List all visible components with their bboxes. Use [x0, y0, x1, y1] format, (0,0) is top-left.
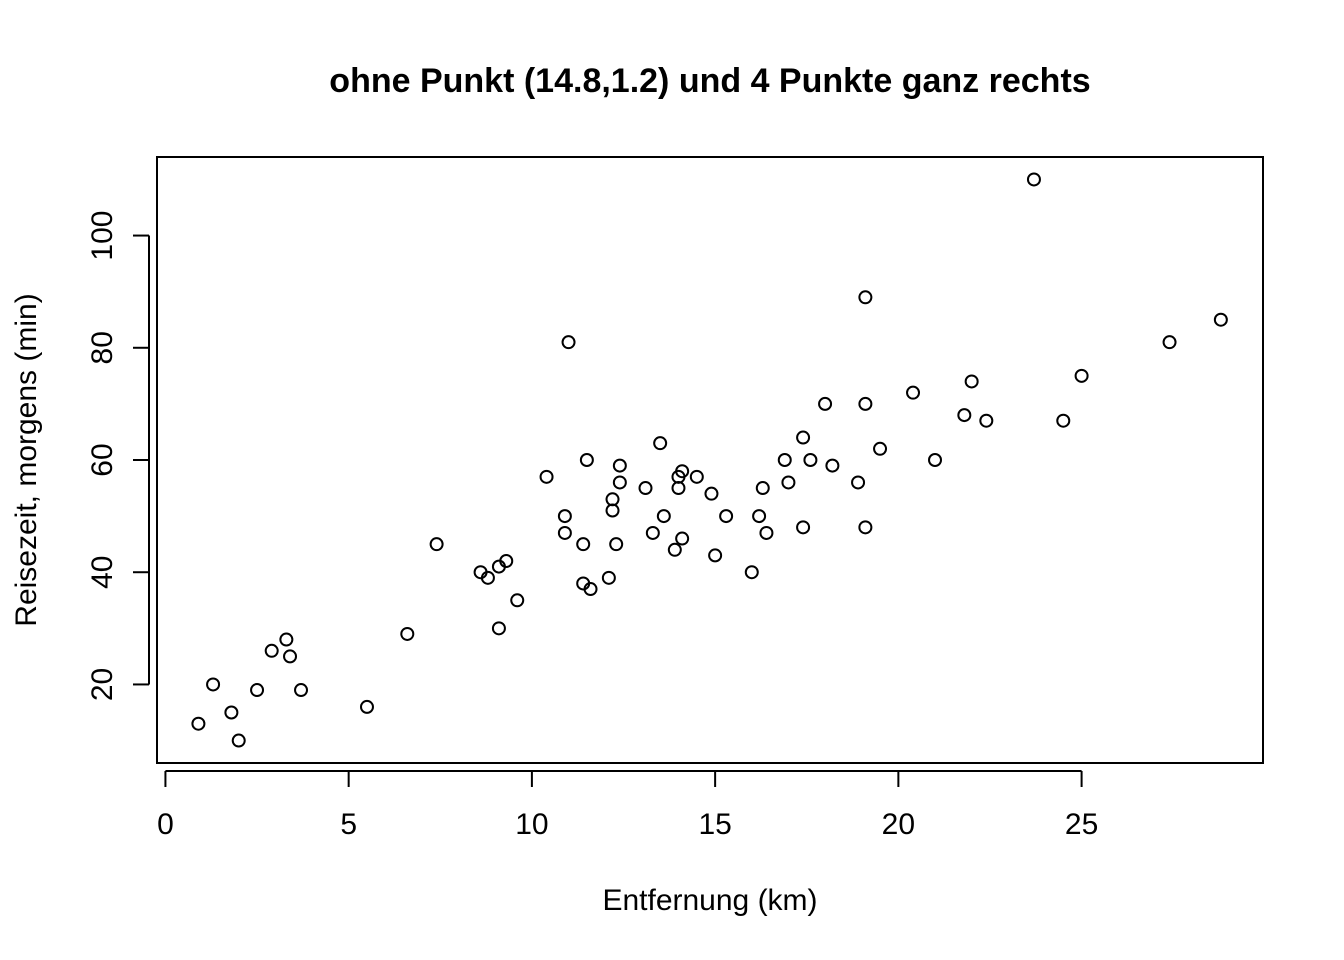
data-point — [777, 453, 792, 467]
data-point — [744, 565, 759, 580]
data-point — [231, 733, 246, 748]
data-point — [429, 537, 444, 552]
y-tick-label: 100 — [86, 211, 119, 261]
data-point — [1213, 312, 1228, 327]
data-point — [796, 430, 811, 445]
data-point — [858, 520, 873, 535]
data-point — [755, 481, 770, 496]
data-point — [858, 290, 873, 305]
y-tick-label: 40 — [86, 556, 119, 589]
x-axis-label: Entfernung (km) — [602, 884, 817, 917]
data-point — [557, 525, 572, 540]
data-point — [206, 677, 221, 692]
data-point — [928, 453, 943, 467]
data-point — [191, 716, 206, 731]
data-point — [294, 683, 309, 698]
data-point — [759, 525, 774, 540]
y-tick-label: 80 — [86, 331, 119, 364]
x-tick-label: 0 — [157, 808, 174, 841]
data-point — [491, 621, 506, 636]
data-point — [612, 475, 627, 490]
x-axis: 0 5 10 15 20 25 — [157, 770, 1098, 841]
data-point — [400, 626, 415, 641]
data-point — [612, 458, 627, 473]
data-point — [605, 503, 620, 518]
data-point — [576, 537, 591, 552]
data-point — [279, 632, 294, 647]
data-point — [671, 481, 686, 496]
data-point — [873, 441, 888, 456]
data-point — [1026, 172, 1041, 187]
data-point — [510, 593, 525, 608]
data-point — [851, 475, 866, 490]
data-point — [653, 436, 668, 451]
data-point — [539, 469, 554, 484]
data-points — [191, 172, 1228, 748]
data-point — [1056, 413, 1071, 428]
data-point — [825, 458, 840, 473]
data-point — [250, 683, 265, 698]
data-point — [283, 649, 298, 664]
data-point — [689, 469, 704, 484]
data-point — [557, 509, 572, 524]
data-point — [579, 453, 594, 467]
data-point — [964, 374, 979, 389]
data-point — [359, 699, 374, 714]
y-tick-label: 20 — [86, 668, 119, 701]
data-point — [645, 525, 660, 540]
x-tick-label: 10 — [515, 808, 548, 841]
data-point — [667, 542, 682, 557]
data-point — [858, 396, 873, 411]
data-point — [979, 413, 994, 428]
x-tick-label: 20 — [882, 808, 915, 841]
plot-frame — [156, 156, 1264, 764]
data-point — [480, 570, 495, 585]
data-point — [818, 396, 833, 411]
data-point — [675, 531, 690, 546]
x-tick-label: 5 — [340, 808, 357, 841]
data-point — [1162, 335, 1177, 350]
data-point — [264, 643, 279, 658]
data-point — [638, 481, 653, 496]
data-point — [224, 705, 239, 720]
data-point — [609, 537, 624, 552]
data-point — [499, 554, 514, 568]
y-tick-label: 60 — [86, 443, 119, 476]
data-point — [752, 509, 767, 524]
data-point — [781, 475, 796, 490]
data-point — [957, 408, 972, 423]
data-point — [906, 385, 921, 400]
data-point — [1074, 368, 1089, 383]
data-point — [656, 509, 671, 524]
data-point — [675, 464, 690, 479]
data-point — [796, 520, 811, 535]
x-tick-label: 25 — [1065, 808, 1098, 841]
data-point — [601, 570, 616, 585]
data-point — [583, 582, 598, 597]
data-point — [708, 548, 723, 563]
data-point — [803, 453, 818, 467]
data-point — [605, 492, 620, 507]
data-point — [719, 509, 734, 524]
x-tick-label: 15 — [698, 808, 731, 841]
chart-title: ohne Punkt (14.8,1.2) und 4 Punkte ganz … — [329, 62, 1090, 100]
data-point — [704, 486, 719, 501]
y-axis-label: Reisezeit, morgens (min) — [10, 293, 43, 626]
y-axis: 20 40 60 80 100 — [86, 211, 150, 701]
data-point — [561, 335, 576, 350]
